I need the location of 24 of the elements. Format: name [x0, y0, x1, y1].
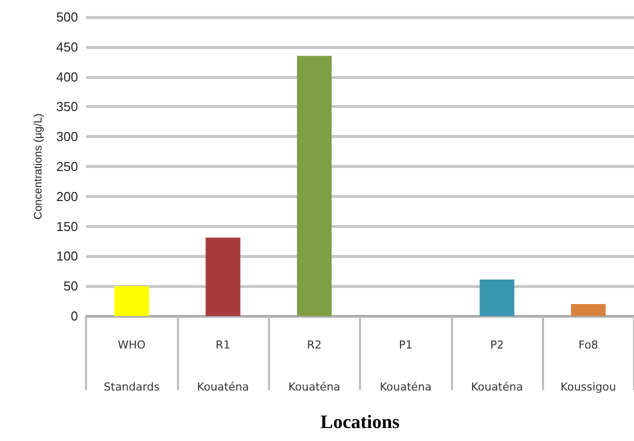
y-tick-label: 0: [70, 308, 78, 324]
category-label: WHO Standards: [104, 338, 160, 394]
y-tick-label: 50: [64, 278, 78, 294]
y-tick-label: 500: [56, 10, 78, 24]
bar: [480, 280, 514, 316]
category-label: R2 Kouaténa: [288, 338, 340, 394]
bar: [114, 286, 150, 316]
y-tick-label: 350: [56, 99, 78, 114]
y-tick-label: 100: [56, 248, 78, 264]
category-label: P1 Kouaténa: [380, 338, 432, 394]
category-label: R1 Kouaténa: [197, 338, 249, 394]
y-tick-label: 400: [56, 69, 78, 84]
y-tick-label: 300: [56, 129, 78, 144]
y-tick-label: 150: [56, 218, 78, 234]
category-label: Fo8 Koussigou: [560, 338, 616, 394]
bar: [296, 56, 332, 316]
y-axis-title: Concentrations (µg/L): [32, 114, 44, 220]
bar: [570, 304, 606, 316]
y-tick-label: 450: [56, 39, 78, 54]
y-tick-label: 200: [56, 188, 78, 204]
x-axis-title: Locations: [320, 412, 400, 433]
bar: [206, 238, 240, 316]
y-tick-label: 250: [56, 159, 78, 174]
category-label: P2 Kouaténa: [471, 338, 523, 394]
